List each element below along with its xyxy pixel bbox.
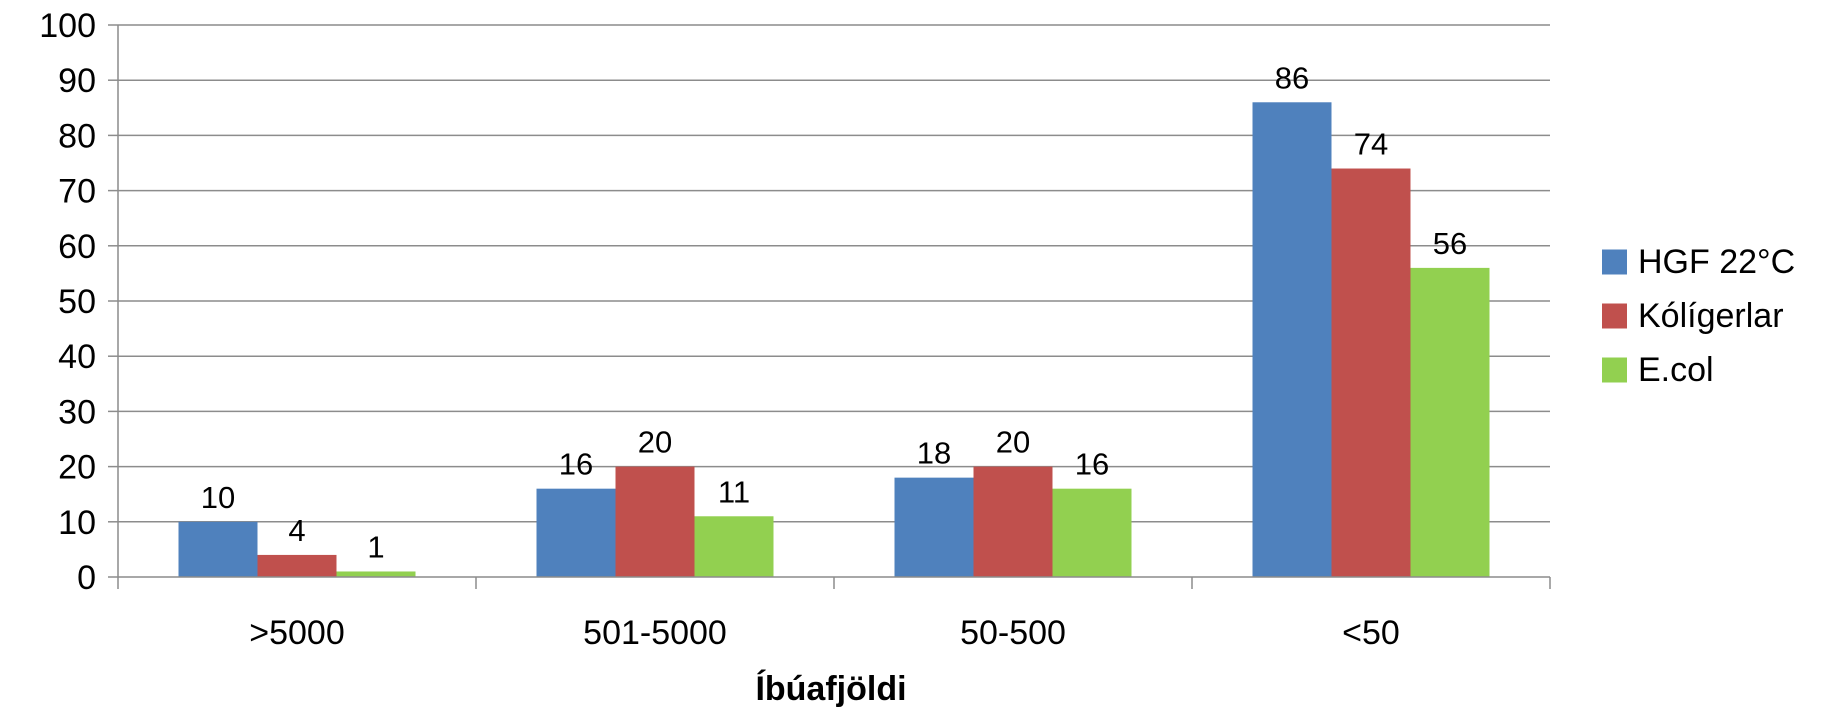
x-tick-label: <50 xyxy=(1342,614,1400,652)
x-axis-title: Íbúafjöldi xyxy=(755,670,906,708)
data-label: 20 xyxy=(638,425,672,460)
gridlines xyxy=(118,24,1550,523)
y-tick-label: 0 xyxy=(77,559,96,597)
data-label: 18 xyxy=(917,436,951,471)
legend: HGF 22°C Kólígerlar E.col xyxy=(1602,243,1795,389)
bar xyxy=(336,571,416,577)
legend-swatch xyxy=(1602,303,1627,329)
legend-swatch xyxy=(1602,357,1627,383)
data-label: 11 xyxy=(718,474,750,509)
bar xyxy=(615,466,695,577)
x-tick-label: 501-5000 xyxy=(583,614,727,652)
y-tick-label: 20 xyxy=(58,449,96,487)
y-tick-label: 50 xyxy=(58,283,96,321)
bar xyxy=(694,516,774,577)
y-tick-label: 100 xyxy=(39,7,96,45)
data-label: 1 xyxy=(367,529,384,564)
y-tick-label: 90 xyxy=(58,62,96,100)
y-tick-label: 70 xyxy=(58,173,96,211)
bar xyxy=(894,477,974,577)
y-tick-label: 60 xyxy=(58,228,96,266)
legend-swatch xyxy=(1602,249,1627,275)
bars xyxy=(178,102,1490,577)
axes xyxy=(108,24,1551,589)
y-tick-label: 40 xyxy=(58,338,96,376)
x-axis-tick-labels: >5000 501-5000 50-500 <50 xyxy=(249,614,1400,652)
legend-label: Kólígerlar xyxy=(1638,297,1784,335)
data-label: 74 xyxy=(1354,127,1388,162)
bar xyxy=(1052,488,1132,577)
y-axis-tick-labels: 0 10 20 30 40 50 60 70 80 90 100 xyxy=(39,7,96,597)
bar xyxy=(1252,102,1332,577)
x-tick-label: >5000 xyxy=(249,614,345,652)
data-label: 10 xyxy=(201,480,235,515)
data-labels: 10 4 1 16 20 11 18 20 16 86 74 56 xyxy=(201,60,1467,564)
data-label: 20 xyxy=(996,425,1030,460)
data-label: 4 xyxy=(288,513,305,548)
data-label: 86 xyxy=(1275,60,1309,95)
legend-label: HGF 22°C xyxy=(1638,243,1795,281)
legend-label: E.col xyxy=(1638,351,1714,389)
bar xyxy=(973,466,1053,577)
data-label: 56 xyxy=(1433,226,1467,261)
x-tick-label: 50-500 xyxy=(960,614,1066,652)
bar xyxy=(257,554,337,577)
y-tick-label: 30 xyxy=(58,393,96,431)
data-label: 16 xyxy=(1075,447,1109,482)
bar xyxy=(1331,168,1411,577)
y-tick-label: 10 xyxy=(58,504,96,542)
data-label: 16 xyxy=(559,447,593,482)
bar xyxy=(178,521,258,577)
y-tick-label: 80 xyxy=(58,117,96,155)
bar xyxy=(1410,267,1490,577)
bar xyxy=(536,488,616,577)
